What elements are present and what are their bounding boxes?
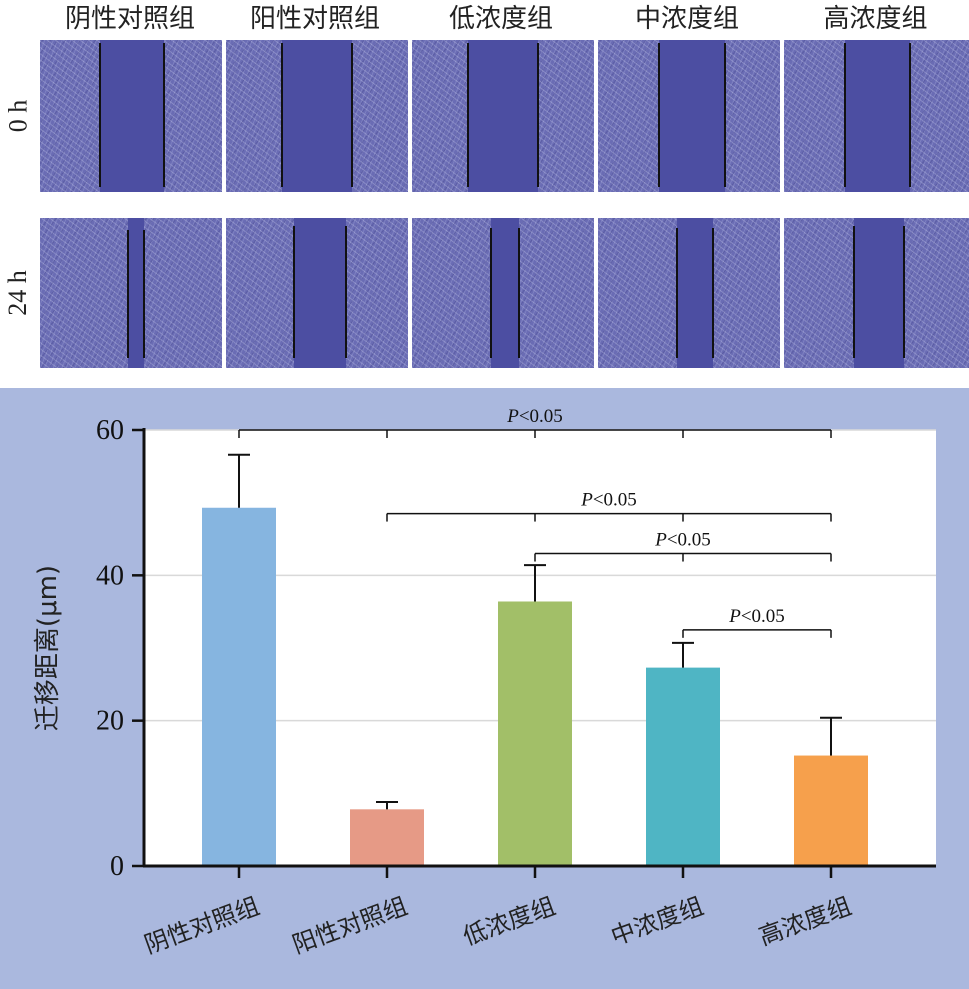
bar-3: [646, 667, 720, 866]
micrograph-negative-control-24h: [40, 218, 222, 368]
column-header-negative-control: 阴性对照组: [64, 4, 195, 34]
micrograph-mid-concentration-24h: [598, 218, 780, 368]
micrograph-low-concentration-24h: [412, 218, 594, 368]
y-tick-label-60: 60: [96, 415, 124, 446]
row-label-0h: 0 h: [0, 40, 36, 192]
y-axis-label: 迁移距离(μm): [33, 565, 63, 731]
column-header-high-concentration: 高浓度组: [823, 4, 928, 34]
x-tick-label-3: 中浓度组: [607, 892, 707, 951]
column-header-positive-control: 阳性对照组: [249, 4, 380, 34]
column-header-mid-concentration: 中浓度组: [634, 4, 739, 34]
x-tick-label-1: 阳性对照组: [289, 892, 411, 959]
micrograph-mid-concentration-0h: [598, 40, 780, 192]
sig-label-3: P<0.05: [728, 606, 785, 627]
column-header-low-concentration: 低浓度组: [448, 4, 553, 34]
micrograph-positive-control-0h: [226, 40, 408, 192]
row-label-24h-text: 24 h: [3, 270, 32, 316]
micrograph-low-concentration-0h: [412, 40, 594, 192]
sig-label-1: P<0.05: [580, 490, 637, 511]
row-label-24h: 24 h: [0, 218, 36, 368]
bar-1: [350, 809, 424, 866]
y-tick-label-40: 40: [96, 560, 124, 591]
row-label-0h-text: 0 h: [3, 99, 32, 133]
x-tick-label-2: 低浓度组: [459, 892, 559, 951]
bar-0: [202, 507, 276, 866]
x-tick-label-4: 高浓度组: [755, 892, 855, 951]
micrograph-high-concentration-24h: [784, 218, 969, 368]
micrograph-negative-control-0h: [40, 40, 222, 192]
sig-label-0: P<0.05: [506, 406, 563, 427]
bar-4: [794, 755, 868, 866]
micrograph-positive-control-24h: [226, 218, 408, 368]
chart-panel: 0 20 40 60 阴性对照组 阳性对照组 低浓度组 中浓度组 高浓度组 迁移距离(μm) P<0…: [0, 388, 969, 989]
y-tick-label-20: 20: [96, 706, 124, 737]
bar-2: [498, 601, 572, 866]
x-tick-label-0: 阴性对照组: [141, 892, 263, 959]
micrograph-high-concentration-0h: [784, 40, 969, 192]
y-tick-label-0: 0: [110, 851, 124, 882]
migration-distance-bar-chart: 0 20 40 60 阴性对照组 阳性对照组 低浓度组 中浓度组 高浓度组 迁移距离(μm) P<0…: [33, 406, 936, 959]
sig-label-2: P<0.05: [654, 530, 711, 551]
